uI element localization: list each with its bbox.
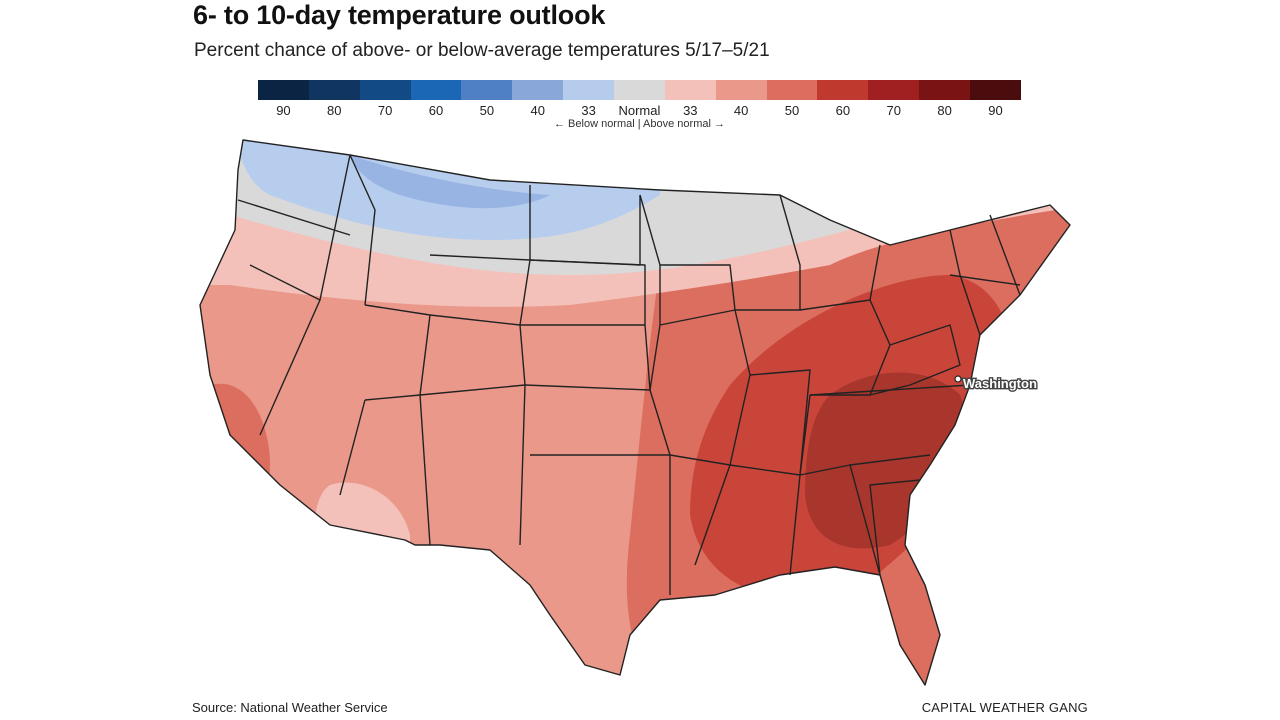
legend-tick-label: 70 bbox=[886, 103, 901, 118]
legend-swatch bbox=[919, 80, 971, 100]
legend-swatch bbox=[970, 80, 1021, 100]
legend-tick-label: 70 bbox=[377, 103, 393, 118]
legend-swatch bbox=[563, 80, 615, 100]
legend-swatch bbox=[512, 80, 564, 100]
legend-swatch bbox=[461, 80, 513, 100]
legend-swatch bbox=[766, 80, 818, 100]
state-boundaries bbox=[199, 139, 1071, 686]
legend-tick-label: 40 bbox=[530, 103, 545, 118]
source-note: Source: National Weather Service bbox=[192, 700, 388, 715]
legend-tick-label: 60 bbox=[428, 103, 444, 118]
legend-direction-note: ← Below normal | Above normal → bbox=[554, 118, 725, 130]
legend-color-bar bbox=[258, 80, 1021, 100]
legend-tick-label: 33 bbox=[683, 103, 698, 118]
city-label-washington: Washington bbox=[963, 376, 1037, 391]
legend-tick-label: 90 bbox=[988, 103, 1003, 118]
page-title: 6- to 10-day temperature outlook bbox=[193, 0, 606, 30]
page-subtitle: Percent chance of above- or below-averag… bbox=[194, 40, 770, 61]
legend-tick-labels: 90 80 70 60 50 40 33 Normal 33 40 50 60 70 80 90 bbox=[258, 103, 1021, 118]
legend-tick-label: 90 bbox=[276, 103, 291, 118]
legend-tick-label: 80 bbox=[937, 103, 952, 118]
legend-tick-label: 60 bbox=[835, 103, 851, 118]
legend-swatch bbox=[359, 80, 411, 100]
legend-swatch bbox=[258, 80, 309, 100]
legend-tick-label: 50 bbox=[784, 103, 800, 118]
legend-swatch bbox=[308, 80, 360, 100]
legend-tick-label: 50 bbox=[479, 103, 495, 118]
washington-marker: Washington bbox=[954, 375, 1038, 392]
legend-swatch bbox=[868, 80, 920, 100]
band-blue-mid-region bbox=[350, 155, 550, 209]
legend-swatch bbox=[410, 80, 462, 100]
legend-tick-label: Normal bbox=[618, 103, 661, 118]
legend-swatch bbox=[664, 80, 716, 100]
legend-tick-label: 80 bbox=[327, 103, 342, 118]
legend-tick-label: 40 bbox=[733, 103, 749, 118]
credit-note: CAPITAL WEATHER GANG bbox=[921, 700, 1088, 715]
color-legend: 90 80 70 60 50 40 33 Normal 33 40 50 60 70 80 90 ← Bel… bbox=[258, 80, 1021, 130]
us-temperature-map: Washington bbox=[199, 139, 1071, 686]
legend-swatch bbox=[817, 80, 869, 100]
legend-tick-label: 33 bbox=[581, 103, 596, 118]
legend-swatch bbox=[715, 80, 767, 100]
legend-swatch bbox=[614, 80, 665, 100]
